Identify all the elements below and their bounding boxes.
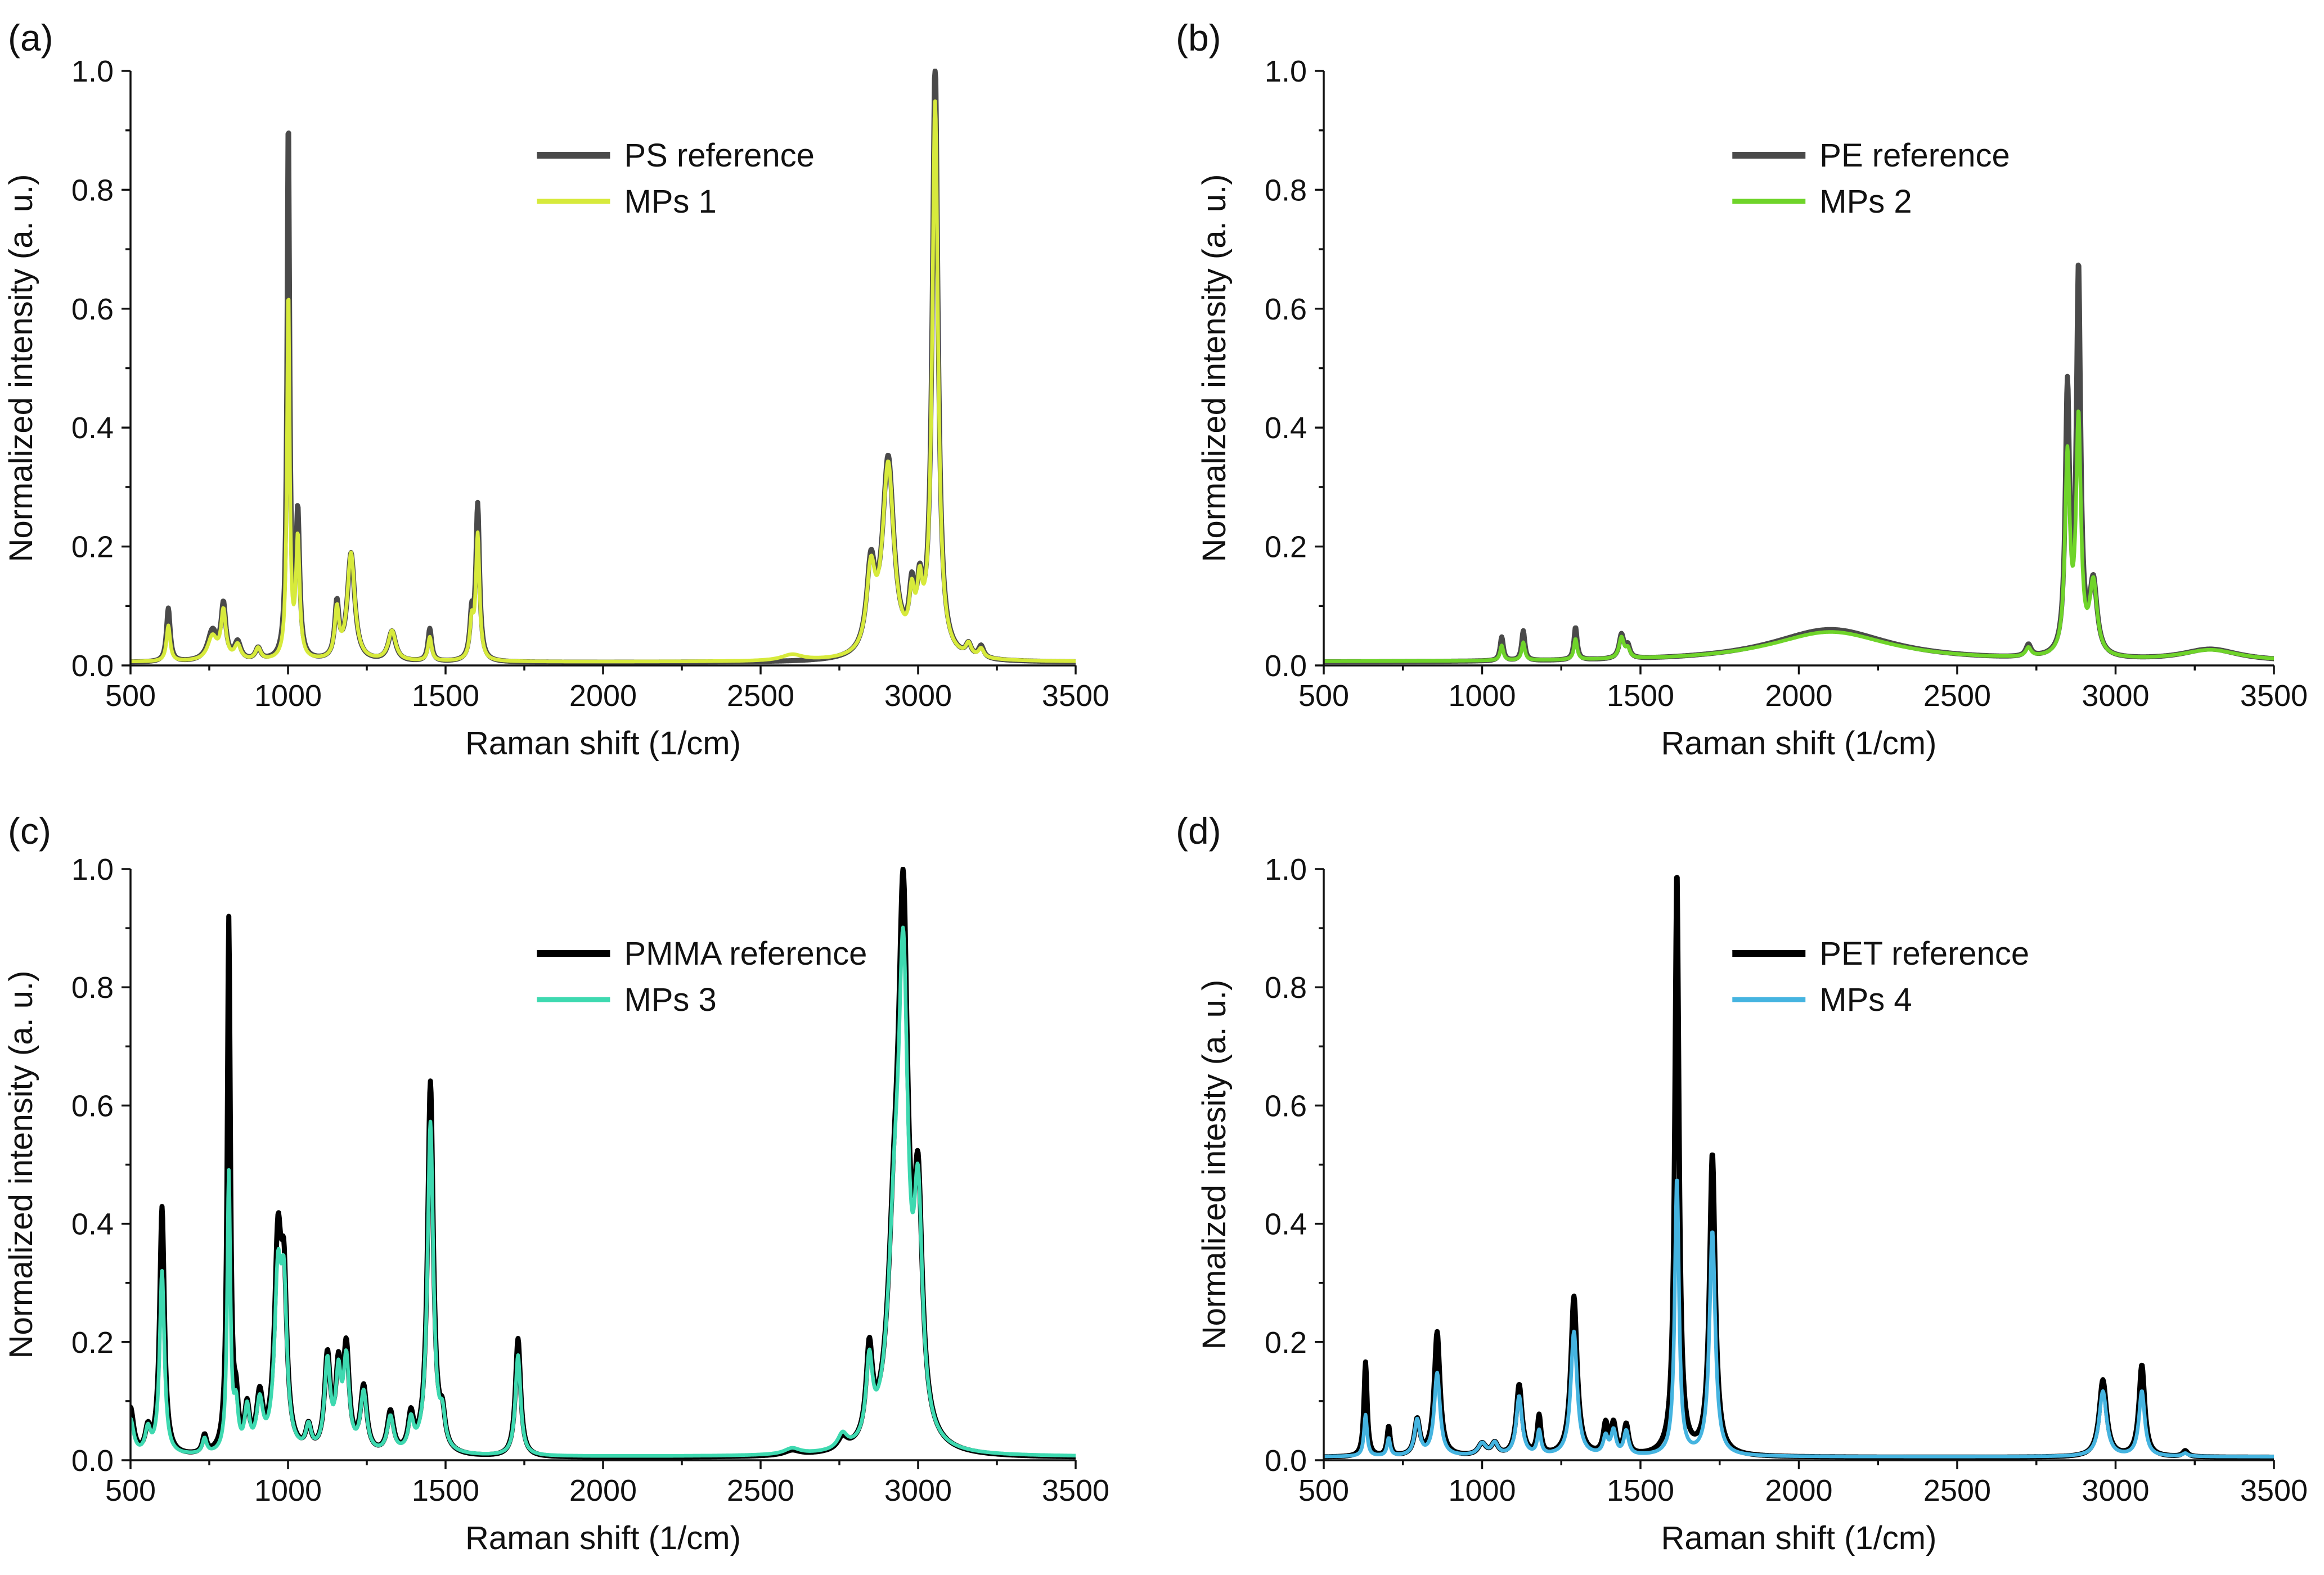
y-tick-label: 0.8 bbox=[1265, 173, 1307, 207]
x-tick-label: 1500 bbox=[412, 679, 479, 713]
y-tick-label: 0.0 bbox=[1265, 649, 1307, 683]
legend-label: MPs 3 bbox=[624, 982, 716, 1018]
legend-label: MPs 4 bbox=[1819, 982, 1912, 1018]
x-axis-title: Raman shift (1/cm) bbox=[1661, 1520, 1937, 1556]
x-tick-label: 500 bbox=[1298, 1474, 1349, 1508]
legend: PMMA reference MPs 3 bbox=[537, 935, 867, 1018]
y-tick-label: 0.8 bbox=[71, 173, 114, 207]
series-line-pe-reference bbox=[1324, 262, 2274, 664]
x-tick-label: 1000 bbox=[1448, 679, 1516, 713]
panel-b: (b) 500 1000 1500 2000 2500 3000 3500 0.0 0.2 0.4 0… bbox=[1176, 17, 2308, 762]
y-tick-label: 0.4 bbox=[1265, 411, 1307, 445]
x-tick-label: 2500 bbox=[1923, 1474, 1991, 1508]
y-axis-title: Normalized intensity (a. u.) bbox=[3, 174, 39, 562]
x-tick-label: 2000 bbox=[569, 1474, 637, 1508]
x-axis-title: Raman shift (1/cm) bbox=[465, 725, 741, 762]
x-tick-label: 500 bbox=[105, 679, 156, 713]
legend-label: MPs 1 bbox=[624, 183, 716, 220]
series-line-mps-4 bbox=[1324, 1178, 2274, 1459]
panel-label: (c) bbox=[8, 810, 51, 852]
panel-d: (d) 500 1000 1500 2000 2500 3000 3500 0.0 0.2 0.4 0… bbox=[1176, 810, 2308, 1556]
x-axis-title: Raman shift (1/cm) bbox=[465, 1520, 741, 1556]
y-axis-title: Normalized intensity (a. u.) bbox=[3, 971, 39, 1359]
panel-label: (d) bbox=[1176, 810, 1221, 852]
x-tick-label: 3500 bbox=[2240, 1474, 2308, 1508]
x-tick-label: 3000 bbox=[884, 1474, 952, 1508]
y-axis-title: Normalized intesity (a. u.) bbox=[1196, 980, 1233, 1350]
y-tick-label: 0.2 bbox=[71, 1326, 114, 1360]
y-tick-label: 1.0 bbox=[1265, 55, 1307, 88]
x-tick-label: 2500 bbox=[727, 1474, 794, 1508]
x-tick-label: 2500 bbox=[1923, 679, 1991, 713]
legend-label: PE reference bbox=[1819, 137, 2010, 174]
x-tick-label: 500 bbox=[105, 1474, 156, 1508]
panel-label: (b) bbox=[1176, 17, 1221, 58]
legend-label: PS reference bbox=[624, 137, 815, 174]
y-tick-label: 1.0 bbox=[71, 853, 114, 886]
y-tick-label: 0.8 bbox=[71, 971, 114, 1005]
x-tick-label: 500 bbox=[1298, 679, 1349, 713]
y-axis-title: Normalized intensity (a. u.) bbox=[1196, 174, 1233, 562]
legend: PE reference MPs 2 bbox=[1732, 137, 2010, 220]
x-tick-label: 3000 bbox=[2082, 1474, 2149, 1508]
y-tick-label: 0.2 bbox=[1265, 1326, 1307, 1360]
x-axis-title: Raman shift (1/cm) bbox=[1661, 725, 1937, 762]
x-tick-label: 1000 bbox=[254, 679, 322, 713]
x-tick-label: 2000 bbox=[569, 679, 637, 713]
x-tick-label: 3000 bbox=[2082, 679, 2149, 713]
y-tick-label: 1.0 bbox=[1265, 853, 1307, 886]
x-tick-label: 3500 bbox=[1042, 1474, 1109, 1508]
y-tick-label: 0.6 bbox=[71, 292, 114, 326]
x-tick-label: 1500 bbox=[412, 1474, 479, 1508]
x-tick-label: 3500 bbox=[2240, 679, 2308, 713]
panel-a: (a) 500 1000 1500 2000 2500 3000 3500 0.0 0.2 0.4 0… bbox=[3, 17, 1109, 762]
x-tick-label: 1000 bbox=[254, 1474, 322, 1508]
y-tick-label: 0.6 bbox=[71, 1089, 114, 1123]
legend: PS reference MPs 1 bbox=[537, 137, 815, 220]
x-tick-label: 2000 bbox=[1765, 679, 1832, 713]
y-tick-label: 0.8 bbox=[1265, 971, 1307, 1005]
y-tick-label: 1.0 bbox=[71, 55, 114, 88]
x-tick-label: 1500 bbox=[1607, 679, 1674, 713]
series-line-mps-1 bbox=[131, 99, 1076, 664]
y-tick-label: 0.4 bbox=[1265, 1208, 1307, 1241]
panel-c: (c) 500 1000 1500 2000 2500 3000 3500 0.0 0.2 0.4 0… bbox=[3, 810, 1109, 1556]
series-line-mps-3 bbox=[131, 925, 1076, 1458]
x-tick-label: 3500 bbox=[1042, 679, 1109, 713]
x-tick-label: 3000 bbox=[884, 679, 952, 713]
y-tick-label: 0.6 bbox=[1265, 1089, 1307, 1123]
axis-lines bbox=[1323, 71, 2274, 667]
panel-label: (a) bbox=[8, 17, 53, 58]
x-tick-label: 1500 bbox=[1607, 1474, 1674, 1508]
y-tick-label: 0.0 bbox=[1265, 1444, 1307, 1478]
x-tick-label: 2500 bbox=[727, 679, 794, 713]
x-tick-label: 1000 bbox=[1448, 1474, 1516, 1508]
series-line-mps-2 bbox=[1324, 409, 2274, 663]
y-tick-label: 0.4 bbox=[71, 411, 114, 445]
series-line-pet-reference bbox=[1324, 875, 2274, 1460]
legend: PET reference MPs 4 bbox=[1732, 935, 2029, 1018]
y-tick-label: 0.0 bbox=[71, 649, 114, 683]
legend-label: PET reference bbox=[1819, 935, 2029, 972]
x-tick-label: 2000 bbox=[1765, 1474, 1832, 1508]
y-tick-label: 0.2 bbox=[1265, 530, 1307, 564]
legend-label: PMMA reference bbox=[624, 935, 867, 972]
axis-lines bbox=[1323, 869, 2274, 1461]
y-tick-label: 0.2 bbox=[71, 530, 114, 564]
legend-label: MPs 2 bbox=[1819, 183, 1912, 220]
y-tick-label: 0.0 bbox=[71, 1444, 114, 1478]
y-tick-label: 0.4 bbox=[71, 1208, 114, 1241]
y-tick-label: 0.6 bbox=[1265, 292, 1307, 326]
